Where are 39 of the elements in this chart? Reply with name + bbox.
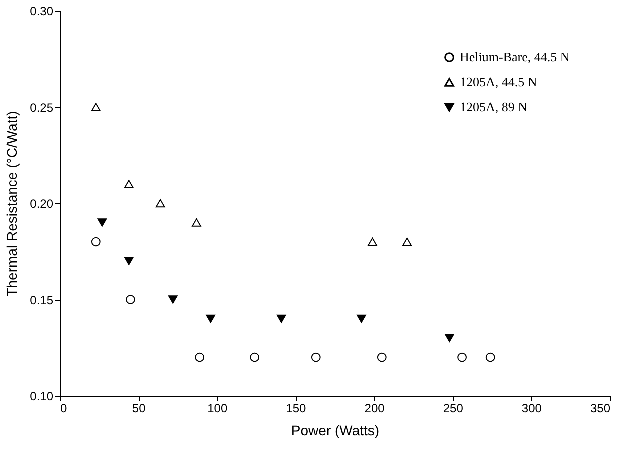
point	[168, 296, 178, 304]
legend-label: 1205A, 44.5 N	[460, 74, 538, 90]
point	[206, 314, 216, 324]
point	[124, 257, 134, 266]
point	[486, 352, 496, 362]
y-tick-label: 0.30	[30, 4, 54, 18]
y-tick-label: 0.20	[30, 197, 54, 211]
point	[91, 237, 101, 247]
x-tick-label: 250	[443, 402, 464, 416]
x-tick-label: 200	[364, 402, 386, 416]
point	[98, 218, 108, 227]
point	[357, 314, 366, 324]
x-axis-title: Power (Watts)	[291, 422, 380, 438]
x-tick-label: 300	[522, 402, 542, 416]
legend-label: Helium-Bare, 44.5 N	[460, 50, 570, 64]
point	[126, 295, 136, 304]
point	[311, 352, 321, 362]
x-tick-label: 350	[590, 402, 611, 416]
y-tick-label: 0.25	[30, 100, 54, 115]
y-tick-label: 0.15	[30, 293, 54, 308]
y-tick-label: 0.10	[30, 390, 54, 404]
x-tick-label: 50	[132, 402, 146, 416]
legend-label: 1205A, 89 N	[460, 100, 528, 114]
point	[377, 352, 387, 362]
point	[192, 218, 202, 227]
point	[445, 334, 454, 342]
x-tick-label: 0	[60, 402, 68, 416]
point	[195, 352, 205, 362]
point	[124, 180, 134, 188]
point	[276, 314, 286, 324]
point	[250, 352, 260, 362]
point	[402, 238, 412, 246]
point	[91, 103, 101, 112]
y-axis-title: Thermal Resistance (°C/Watt)	[4, 111, 20, 297]
x-tick-label: 100	[208, 402, 228, 416]
x-tick-label: 150	[286, 402, 307, 416]
point	[368, 238, 378, 246]
point	[458, 352, 467, 362]
point	[156, 199, 166, 208]
